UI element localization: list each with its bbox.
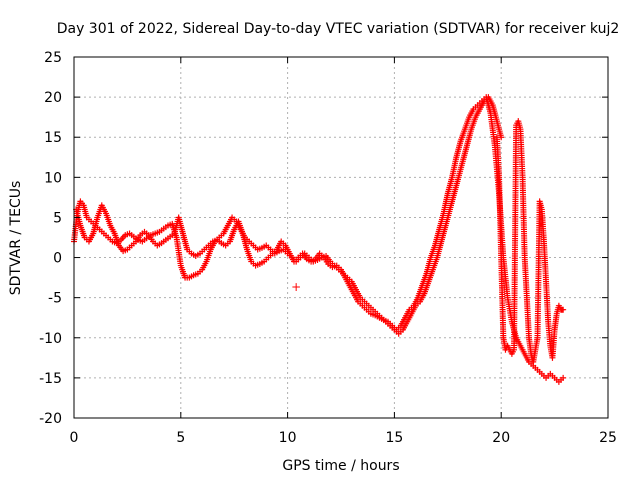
x-tick-label: 5 xyxy=(176,430,185,446)
x-tick-label: 20 xyxy=(492,430,510,446)
x-tick-label: 10 xyxy=(279,430,297,446)
y-tick-label: -5 xyxy=(48,291,62,307)
y-axis-label: SDTVAR / TECUs xyxy=(8,181,24,296)
data-point xyxy=(560,374,567,381)
y-tick-label: 5 xyxy=(53,210,62,226)
y-tick-label: 0 xyxy=(53,251,62,267)
chart-title: Day 301 of 2022, Sidereal Day-to-day VTE… xyxy=(57,21,620,37)
y-tick-label: 15 xyxy=(44,130,62,146)
chart-points: + xyxy=(71,94,567,385)
y-tick-label: -10 xyxy=(39,331,62,347)
x-tick-label: 25 xyxy=(599,430,617,446)
x-axis-label: GPS time / hours xyxy=(282,458,399,474)
x-tick-label: 0 xyxy=(70,430,79,446)
y-tick-label: 25 xyxy=(44,50,62,66)
y-tick-label: -15 xyxy=(39,371,62,387)
x-tick-label: 15 xyxy=(385,430,403,446)
annotation-marker: + xyxy=(291,280,301,294)
y-tick-label: 10 xyxy=(44,170,62,186)
chart-grid xyxy=(74,57,608,418)
chart-tick-labels: 0 5 10 15 20 25 -20 -15 -10 -5 0 5 10 15 20 25 xyxy=(39,50,617,446)
plot-frame xyxy=(73,56,609,419)
chart-ticks xyxy=(73,56,609,419)
data-point xyxy=(560,306,567,313)
y-tick-label: 20 xyxy=(44,90,62,106)
y-tick-label: -20 xyxy=(39,411,62,427)
